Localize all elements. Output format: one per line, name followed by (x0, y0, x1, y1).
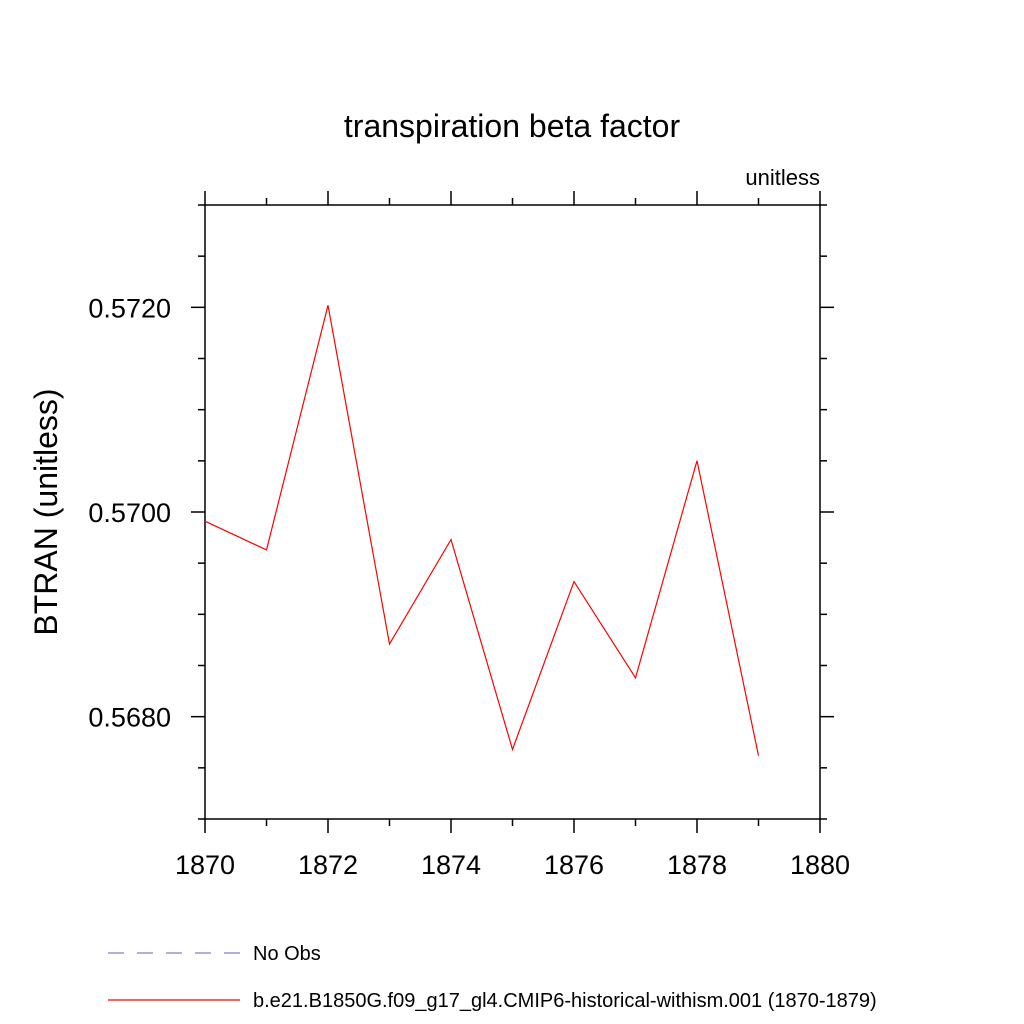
y-tick-label: 0.5680 (88, 703, 171, 733)
y-tick-label: 0.5720 (88, 293, 171, 323)
series-line (204, 305, 760, 756)
x-tick-label: 1870 (175, 850, 235, 880)
y-tick-label: 0.5700 (88, 498, 171, 528)
units-label: unitless (745, 165, 820, 190)
x-tick-label: 1874 (421, 850, 481, 880)
series-layer (204, 305, 760, 756)
plot-frame (204, 204, 821, 820)
legend: No Obs b.e21.B1850G.f09_g17_gl4.CMIP6-his… (108, 943, 877, 1012)
legend-label: b.e21.B1850G.f09_g17_gl4.CMIP6-historica… (253, 990, 877, 1012)
x-tick-label: 1878 (667, 850, 727, 880)
x-tick-label: 1880 (790, 850, 850, 880)
ticks-layer: 1870 1872 1874 1876 1878 1880 0.5680 0.5700 0.57… (88, 191, 850, 880)
legend-label: No Obs (253, 943, 321, 965)
y-axis-label: BTRAN (unitless) (28, 388, 64, 635)
chart-title: transpiration beta factor (344, 108, 681, 144)
x-tick-label: 1876 (544, 850, 604, 880)
x-tick-label: 1872 (298, 850, 358, 880)
